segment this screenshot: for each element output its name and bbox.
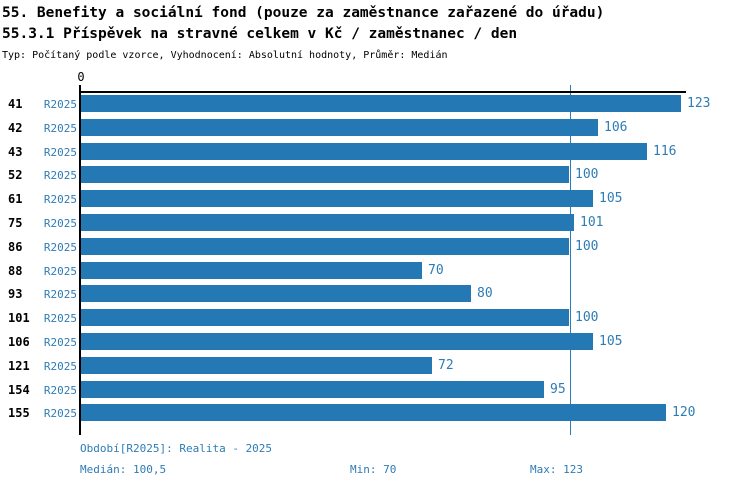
series-label: R2025 bbox=[43, 383, 77, 397]
chart-row: 41 R2025 123 bbox=[0, 92, 750, 116]
bar-value-label: 72 bbox=[438, 357, 454, 373]
series-label: R2025 bbox=[43, 264, 77, 278]
bar-value-label: 120 bbox=[672, 405, 696, 421]
series-label: R2025 bbox=[43, 359, 77, 373]
bar bbox=[81, 356, 432, 374]
series-label: R2025 bbox=[43, 169, 77, 183]
chart-row: 52 R2025 100 bbox=[0, 163, 750, 187]
series-label: R2025 bbox=[43, 121, 77, 135]
chart-row: 155 R2025 120 bbox=[0, 401, 750, 425]
bar bbox=[81, 237, 569, 255]
bar-value-label: 95 bbox=[550, 381, 566, 397]
series-label: R2025 bbox=[43, 216, 77, 230]
category-label: 88 bbox=[8, 263, 23, 278]
series-label: R2025 bbox=[43, 98, 77, 111]
category-label: 121 bbox=[8, 358, 30, 373]
bar-value-label: 100 bbox=[575, 310, 599, 326]
bar bbox=[81, 118, 598, 136]
series-label: R2025 bbox=[43, 288, 77, 302]
category-label: 86 bbox=[8, 239, 23, 254]
bar bbox=[81, 404, 666, 422]
series-label: R2025 bbox=[43, 407, 77, 421]
x-axis-tick-label: 0 bbox=[77, 70, 85, 84]
bar-value-label: 100 bbox=[575, 167, 599, 183]
category-label: 61 bbox=[8, 192, 23, 207]
category-label: 106 bbox=[8, 334, 30, 349]
page-title: 55. Benefity a sociální fond (pouze za z… bbox=[2, 5, 605, 21]
category-label: 101 bbox=[8, 311, 30, 326]
bar bbox=[81, 213, 574, 231]
bar-value-label: 70 bbox=[428, 262, 444, 278]
series-label: R2025 bbox=[43, 312, 77, 326]
chart-row: 88 R2025 70 bbox=[0, 259, 750, 283]
category-label: 155 bbox=[8, 406, 30, 421]
bar-value-label: 106 bbox=[604, 119, 628, 135]
bar-value-label: 80 bbox=[477, 286, 493, 302]
chart-row: 75 R2025 101 bbox=[0, 211, 750, 235]
series-label: R2025 bbox=[43, 335, 77, 349]
bar bbox=[81, 95, 681, 112]
median-line bbox=[570, 85, 571, 435]
series-label: R2025 bbox=[43, 240, 77, 254]
footer-period: Období[R2025]: Realita - 2025 bbox=[80, 442, 273, 455]
bar-value-label: 101 bbox=[580, 214, 604, 230]
bar-value-label: 116 bbox=[653, 143, 677, 159]
chart-row: 42 R2025 106 bbox=[0, 116, 750, 140]
chart-meta-line: Typ: Počítaný podle vzorce, Vyhodnocení:… bbox=[2, 50, 448, 61]
category-label: 75 bbox=[8, 215, 23, 230]
category-label: 154 bbox=[8, 382, 30, 397]
bar bbox=[81, 309, 569, 327]
category-label: 93 bbox=[8, 287, 23, 302]
bar bbox=[81, 142, 647, 160]
category-label: 52 bbox=[8, 168, 23, 183]
bar bbox=[81, 285, 471, 303]
footer-max: Max: 123 bbox=[530, 463, 583, 476]
chart-row: 154 R2025 95 bbox=[0, 378, 750, 402]
series-label: R2025 bbox=[43, 145, 77, 159]
chart-row: 43 R2025 116 bbox=[0, 140, 750, 164]
series-label: R2025 bbox=[43, 193, 77, 207]
chart-row: 86 R2025 100 bbox=[0, 235, 750, 259]
bar-value-label: 123 bbox=[687, 96, 711, 111]
bar bbox=[81, 332, 593, 350]
chart-row: 106 R2025 105 bbox=[0, 330, 750, 354]
chart-row: 121 R2025 72 bbox=[0, 354, 750, 378]
category-label: 43 bbox=[8, 144, 23, 159]
footer-median: Medián: 100,5 bbox=[80, 463, 167, 476]
bar bbox=[81, 166, 569, 184]
bar-value-label: 105 bbox=[599, 191, 623, 207]
category-label: 41 bbox=[8, 97, 23, 111]
bar-value-label: 100 bbox=[575, 238, 599, 254]
chart-row: 93 R2025 80 bbox=[0, 282, 750, 306]
bar-rows-container: 41 R2025 123 42 R2025 106 43 R2025 116 5… bbox=[0, 92, 750, 425]
y-axis-line bbox=[79, 85, 81, 435]
footer-min: Min: 70 bbox=[350, 463, 397, 476]
chart-row: 61 R2025 105 bbox=[0, 187, 750, 211]
category-label: 42 bbox=[8, 120, 23, 135]
chart-subtitle: 55.3.1 Příspěvek na stravné celkem v Kč … bbox=[2, 26, 518, 42]
bar bbox=[81, 190, 593, 208]
chart-row: 101 R2025 100 bbox=[0, 306, 750, 330]
x-axis-line bbox=[79, 91, 686, 93]
bar bbox=[81, 261, 422, 279]
bar-value-label: 105 bbox=[599, 333, 623, 349]
bar bbox=[81, 380, 544, 398]
